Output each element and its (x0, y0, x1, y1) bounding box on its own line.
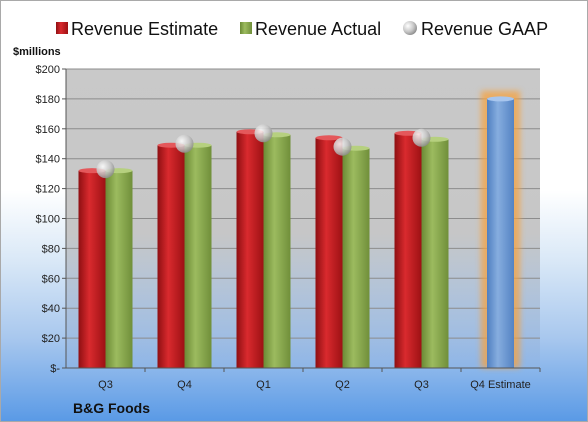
bar-actual (342, 148, 370, 368)
gaap-marker (96, 160, 115, 179)
gaap-marker (333, 137, 352, 156)
legend-gaap-marker (403, 21, 417, 35)
y-tick-label: $180 (36, 94, 60, 106)
y-tick-label: $200 (36, 64, 60, 76)
y-tick-label: $120 (36, 184, 60, 196)
y-tick-label: $80 (42, 243, 60, 255)
legend: Revenue Estimate Revenue Actual Revenue … (56, 19, 548, 39)
bars (78, 90, 520, 369)
company-name: B&G Foods (73, 400, 150, 416)
x-tick-label: Q3 (98, 379, 113, 391)
bar-estimate (315, 137, 343, 368)
legend-estimate-marker (56, 22, 68, 34)
y-axis-ticks: $- $20 $40 $60 $80 $100 $120 $140 $160 $180 $200 (36, 64, 66, 375)
legend-estimate-label: Revenue Estimate (71, 19, 218, 39)
bar-future-estimate (487, 98, 514, 369)
y-tick-label: $- (50, 363, 60, 375)
bar-actual (184, 145, 212, 368)
x-tick-label: Q4 (177, 379, 192, 391)
y-tick-label: $20 (42, 333, 60, 345)
x-tick-label: Q1 (256, 379, 271, 391)
bar-estimate (236, 131, 264, 368)
y-tick-label: $40 (42, 303, 60, 315)
gridlines (66, 68, 540, 339)
legend-actual-marker (240, 22, 252, 34)
x-tick-label: Q4 Estimate (470, 379, 531, 391)
legend-actual-label: Revenue Actual (255, 19, 381, 39)
bar-actual (105, 170, 133, 368)
y-tick-label: $100 (36, 214, 60, 226)
y-tick-label: $60 (42, 273, 60, 285)
bar-estimate (394, 133, 422, 368)
x-axis-ticks: Q3 Q4 Q1 Q2 Q3 Q4 Estimate (98, 368, 541, 391)
y-axis-unit-label: $millions (13, 46, 61, 58)
x-tick-label: Q2 (335, 379, 350, 391)
bar-estimate (78, 170, 106, 368)
gaap-marker (412, 128, 431, 147)
bar-actual (263, 134, 291, 368)
bar-cap (315, 135, 343, 141)
bar-cap (487, 96, 514, 102)
bar-actual (421, 139, 449, 368)
bar-estimate (157, 145, 185, 368)
legend-gaap-label: Revenue GAAP (421, 19, 548, 39)
x-tick-label: Q3 (414, 379, 429, 391)
gaap-marker (175, 134, 194, 153)
y-tick-label: $140 (36, 154, 60, 166)
y-tick-label: $160 (36, 124, 60, 136)
gaap-marker (254, 124, 273, 143)
